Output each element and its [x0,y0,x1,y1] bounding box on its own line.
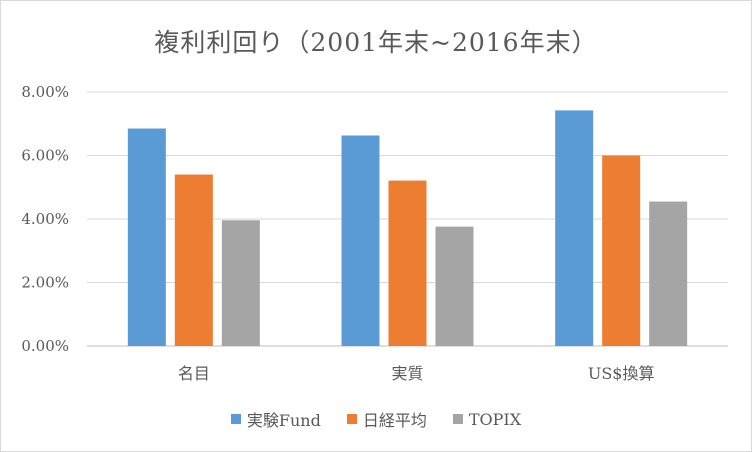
bar [221,220,260,346]
x-category-label: 名目 [178,364,210,383]
y-tick-label: 2.00% [21,274,69,292]
bar [127,128,166,346]
y-tick-label: 4.00% [21,210,69,228]
legend-swatch-series-0 [230,414,241,424]
y-tick-label: 6.00% [21,147,69,165]
x-category-label: US$換算 [588,364,655,383]
legend-item-series-1: 日経平均 [346,407,427,431]
y-tick-label: 0.00% [21,337,69,355]
legend-swatch-series-2 [452,414,463,424]
bar [341,135,380,346]
y-tick-label: 8.00% [21,83,69,101]
bar [435,226,474,346]
x-category-label: 実質 [391,364,423,383]
category-labels: 名目 実質 US$換算 [178,364,655,383]
legend-label-series-1: 日経平均 [362,411,427,430]
legend-swatch-series-1 [346,414,357,424]
bar [602,155,641,346]
legend: 実験Fund 日経平均 TOPIX [1,407,751,431]
bar [555,110,594,346]
chart-title: 複利利回り（2001年末~2016年末） [154,28,598,57]
bar [174,174,213,346]
bar [388,180,427,346]
legend-item-series-0: 実験Fund [230,407,321,431]
y-axis-ticks: 0.00% 2.00% 4.00% 6.00% 8.00% [21,83,69,355]
bar [649,201,688,346]
legend-label-series-0: 実験Fund [246,411,321,430]
legend-item-series-2: TOPIX [452,407,522,431]
bars [127,110,688,346]
legend-label-series-2: TOPIX [468,409,522,429]
